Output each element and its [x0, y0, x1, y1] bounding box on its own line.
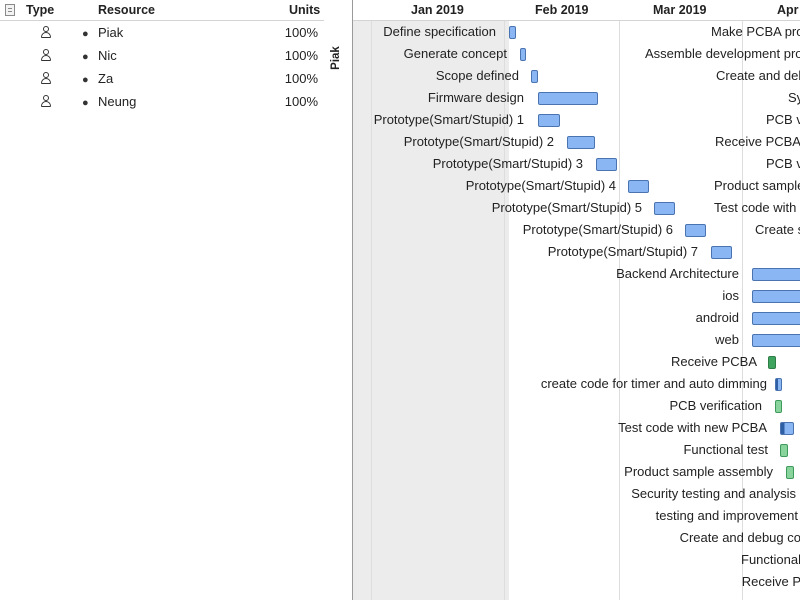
person-icon — [41, 26, 51, 39]
task-label: Prototype(Smart/Stupid) 2 — [403, 134, 554, 149]
task-label: Prototype(Smart/Stupid) 6 — [522, 222, 673, 237]
bullet-icon: ● — [82, 28, 89, 40]
month-label: Mar 2019 — [653, 3, 707, 17]
grid-line — [619, 21, 620, 600]
task-label-truncated: Create s — [755, 222, 800, 237]
task-bar[interactable] — [752, 334, 800, 347]
task-label-truncated: Create and deb — [716, 68, 800, 83]
task-bar[interactable] — [780, 444, 788, 457]
resource-units: 100% — [284, 25, 318, 40]
task-bar[interactable] — [752, 312, 800, 325]
task-label: Create and debug co — [679, 530, 800, 545]
table-row[interactable]: ● Za 100% — [0, 68, 324, 91]
document-icon[interactable] — [5, 4, 15, 16]
task-label: create code for timer and auto dimming — [540, 376, 767, 391]
task-label: Scope defined — [435, 68, 519, 83]
task-bar[interactable] — [752, 290, 800, 303]
task-label-truncated: Sy — [788, 90, 800, 105]
column-header-resource[interactable]: Resource — [98, 3, 155, 17]
resource-name: Nic — [98, 48, 117, 63]
resource-name: Piak — [98, 25, 124, 40]
task-label-truncated: PCB v — [766, 156, 800, 171]
month-label: Jan 2019 — [411, 3, 464, 17]
task-label-truncated: PCB v — [766, 112, 800, 127]
task-label: web — [715, 332, 739, 347]
task-bar[interactable] — [780, 422, 794, 435]
task-label: Product sample assembly — [624, 464, 773, 479]
task-label: Define specification — [383, 24, 496, 39]
task-label: Generate concept — [403, 46, 507, 61]
resource-table: Type Resource Units ● Piak 100% ● Nic 100% ● Za… — [0, 0, 324, 600]
task-label-truncated: Receive PCBA — [715, 134, 800, 149]
task-bar[interactable] — [654, 202, 675, 215]
task-bar[interactable] — [531, 70, 538, 83]
person-icon — [41, 49, 51, 62]
resource-name: Neung — [98, 94, 137, 109]
panel-splitter[interactable] — [324, 0, 352, 600]
task-layer: Define specification Generate concept Scop… — [353, 0, 800, 600]
task-label: Prototype(Smart/Stupid) 7 — [547, 244, 698, 259]
task-label: Prototype(Smart/Stupid) 3 — [432, 156, 583, 171]
task-label: Receive P — [741, 574, 800, 589]
month-label: Apr — [777, 3, 799, 17]
task-bar[interactable] — [786, 466, 794, 479]
grid-line — [371, 21, 372, 600]
column-header-units[interactable]: Units — [289, 3, 321, 17]
task-label: Firmware design — [427, 90, 524, 105]
task-label: Backend Architecture — [616, 266, 739, 281]
task-bar[interactable] — [538, 114, 560, 127]
task-label: Security testing and analysis — [631, 486, 796, 501]
resource-units: 100% — [284, 94, 318, 109]
task-label: testing and improvement — [655, 508, 798, 523]
resource-name: Za — [98, 71, 114, 86]
task-label: Prototype(Smart/Stupid) 1 — [373, 112, 524, 127]
task-bar[interactable] — [775, 400, 782, 413]
grid-line — [742, 21, 743, 600]
task-bar[interactable] — [567, 136, 595, 149]
task-bar[interactable] — [775, 378, 782, 391]
resource-units: 100% — [284, 48, 318, 63]
person-icon — [41, 72, 51, 85]
task-bar[interactable] — [520, 48, 526, 61]
bullet-icon: ● — [82, 97, 89, 109]
task-label: Receive PCBA — [671, 354, 757, 369]
task-label-truncated: Product sample — [714, 178, 800, 193]
grid-line — [504, 21, 505, 600]
task-label: PCB verification — [669, 398, 762, 413]
resource-units: 100% — [284, 71, 318, 86]
task-label-truncated: Assemble development pro — [645, 46, 800, 61]
task-label: Functional — [741, 552, 800, 567]
bullet-icon: ● — [82, 51, 89, 63]
task-label-truncated: Make PCBA pro — [711, 24, 800, 39]
month-label: Feb 2019 — [535, 3, 589, 17]
table-header: Type Resource Units — [0, 0, 324, 21]
person-icon — [41, 95, 51, 108]
task-label: Test code with new PCBA — [618, 420, 767, 435]
task-bar[interactable] — [538, 92, 598, 105]
table-row[interactable]: ● Neung 100% — [0, 91, 324, 114]
task-bar[interactable] — [752, 268, 800, 281]
task-bar[interactable] — [768, 356, 776, 369]
gantt-chart[interactable]: Jan 2019 Feb 2019 Mar 2019 Apr Define sp… — [352, 0, 800, 600]
resource-row-label-text: Piak — [329, 46, 342, 70]
timeline-header: Jan 2019 Feb 2019 Mar 2019 Apr — [353, 0, 800, 21]
table-row[interactable]: ● Nic 100% — [0, 45, 324, 68]
task-label: ios — [722, 288, 739, 303]
task-label: Prototype(Smart/Stupid) 4 — [465, 178, 616, 193]
column-header-type[interactable]: Type — [26, 3, 55, 17]
task-label: Prototype(Smart/Stupid) 5 — [491, 200, 642, 215]
task-bar[interactable] — [711, 246, 732, 259]
task-bar[interactable] — [509, 26, 516, 39]
task-bar[interactable] — [685, 224, 706, 237]
task-label-truncated: Test code with — [714, 200, 797, 215]
table-row[interactable]: ● Piak 100% — [0, 22, 324, 45]
task-label: android — [695, 310, 739, 325]
resource-row-label: Piak — [330, 44, 344, 70]
nonworking-period — [353, 21, 509, 600]
bullet-icon: ● — [82, 74, 89, 86]
task-bar[interactable] — [628, 180, 649, 193]
task-bar[interactable] — [596, 158, 617, 171]
task-label: Functional test — [683, 442, 768, 457]
